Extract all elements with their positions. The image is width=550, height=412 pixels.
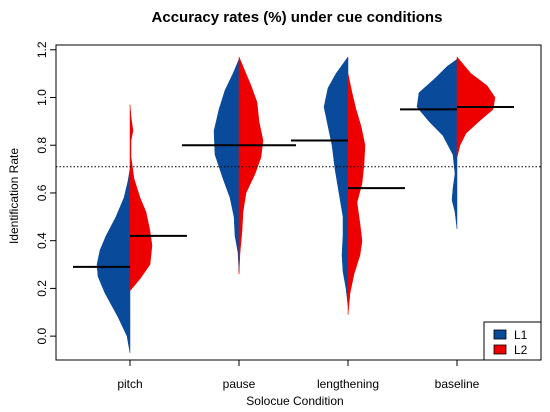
legend-label-l1: L1 (514, 328, 528, 342)
violin-l1-lengthening (323, 56, 349, 306)
violin-l1-baseline (416, 58, 458, 229)
y-tick-label: 0.0 (35, 327, 49, 344)
x-tick-label: lengthening (317, 377, 379, 391)
legend-swatch-l1 (493, 329, 507, 340)
x-tick-label: pause (223, 377, 256, 391)
mean-line-layer (73, 106, 514, 268)
violin-l2-pause (238, 56, 264, 275)
chart-title: Accuracy rates (%) under cue conditions (152, 9, 443, 26)
violin-l1-pitch (96, 169, 131, 353)
x-tick-label: baseline (435, 377, 480, 391)
legend-box (483, 321, 542, 361)
violin-l2-pitch (129, 104, 153, 292)
y-tick-label: 0.2 (35, 280, 49, 297)
violin-l1-pause (213, 59, 240, 272)
y-tick-label: 0.4 (35, 232, 49, 249)
violin-l2-lengthening (347, 73, 366, 315)
legend-label-l2: L2 (514, 343, 528, 357)
y-tick-label: 0.8 (35, 137, 49, 154)
x-tick-label: pitch (117, 377, 142, 391)
y-axis-label: Identification Rate (7, 148, 21, 244)
x-axis-label: Solocue Condition (246, 394, 343, 408)
legend-swatch-l2 (493, 344, 507, 355)
violin-layer (96, 56, 496, 353)
y-axis: 0.0 0.2 0.4 0.6 0.8 1.0 1.2 (35, 41, 56, 344)
x-axis: pitch pause lengthening baseline (117, 360, 480, 391)
y-tick-label: 1.2 (35, 41, 49, 58)
y-tick-label: 1.0 (35, 89, 49, 106)
y-tick-label: 0.6 (35, 184, 49, 201)
plot-frame (55, 44, 542, 361)
